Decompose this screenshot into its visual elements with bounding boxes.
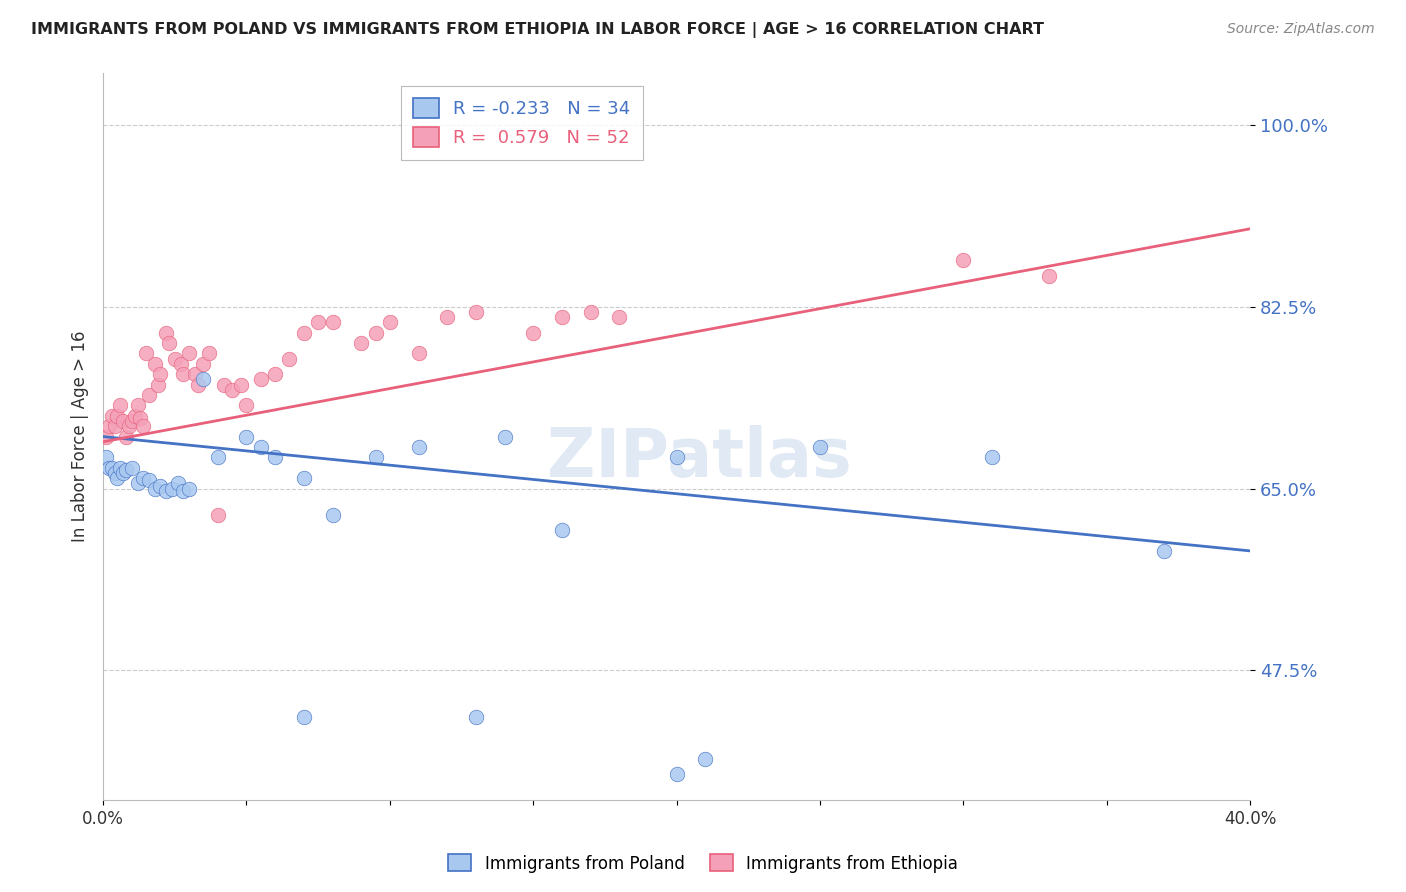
Point (207, 450, 229, 465)
Point (94, 429, 117, 443)
Point (235, 399, 257, 413)
Point (100, 460, 122, 475)
Point (110, 399, 132, 413)
Point (292, 471, 315, 485)
Point (408, 440, 430, 454)
Point (235, 429, 257, 443)
Point (172, 483, 194, 498)
Point (107, 409, 129, 423)
Point (464, 710, 486, 724)
Point (981, 450, 1004, 465)
Point (250, 440, 273, 454)
Point (155, 326, 177, 340)
Point (579, 305, 602, 319)
Point (695, 752, 717, 766)
Point (107, 471, 129, 485)
Point (166, 476, 188, 491)
Point (250, 372, 273, 386)
Point (292, 710, 315, 724)
Point (378, 315, 401, 329)
Point (551, 523, 574, 537)
Point (198, 346, 221, 360)
Point (522, 326, 544, 340)
Point (129, 410, 152, 425)
Legend: Immigrants from Poland, Immigrants from Ethiopia: Immigrants from Poland, Immigrants from … (441, 847, 965, 880)
Point (143, 482, 166, 496)
Point (1153, 544, 1175, 558)
Point (149, 479, 172, 493)
Point (952, 252, 974, 267)
Point (172, 368, 194, 382)
Point (132, 471, 155, 485)
Point (464, 305, 486, 319)
Point (163, 351, 186, 366)
Point (115, 463, 138, 477)
Legend: R = -0.233   N = 34, R =  0.579   N = 52: R = -0.233 N = 34, R = 0.579 N = 52 (401, 86, 643, 160)
Point (221, 383, 243, 397)
Point (264, 450, 287, 465)
Point (1038, 268, 1060, 283)
Point (364, 450, 387, 465)
Point (132, 419, 155, 434)
Point (321, 508, 343, 522)
Point (110, 460, 132, 475)
Point (307, 315, 329, 329)
Point (207, 508, 229, 522)
Point (104, 466, 127, 480)
Point (127, 476, 149, 491)
Point (436, 310, 458, 325)
Point (607, 310, 630, 325)
Point (135, 346, 157, 360)
Point (121, 460, 143, 475)
Point (94, 450, 117, 465)
Text: Source: ZipAtlas.com: Source: ZipAtlas.com (1227, 22, 1375, 37)
Point (97, 460, 120, 475)
Point (193, 372, 215, 386)
Point (665, 767, 688, 781)
Point (184, 368, 207, 382)
Point (551, 310, 574, 325)
Point (808, 440, 831, 454)
Point (146, 377, 169, 392)
Point (179, 346, 201, 360)
Point (155, 483, 177, 498)
Point (321, 315, 343, 329)
Point (229, 377, 252, 392)
Point (138, 473, 160, 487)
Point (494, 429, 516, 443)
Point (112, 414, 135, 428)
Point (665, 450, 688, 465)
Point (124, 409, 146, 423)
Point (143, 357, 166, 371)
Point (118, 419, 141, 434)
Y-axis label: In Labor Force | Age > 16: In Labor Force | Age > 16 (72, 331, 89, 542)
Point (364, 326, 387, 340)
Point (193, 357, 215, 371)
Point (104, 419, 127, 434)
Point (264, 368, 287, 382)
Point (350, 336, 373, 351)
Point (112, 466, 135, 480)
Point (100, 409, 122, 423)
Point (157, 336, 180, 351)
Point (408, 346, 430, 360)
Point (121, 414, 143, 428)
Point (292, 326, 315, 340)
Point (212, 377, 235, 392)
Point (115, 429, 138, 443)
Point (127, 399, 149, 413)
Point (278, 351, 301, 366)
Point (97, 419, 120, 434)
Text: IMMIGRANTS FROM POLAND VS IMMIGRANTS FROM ETHIOPIA IN LABOR FORCE | AGE > 16 COR: IMMIGRANTS FROM POLAND VS IMMIGRANTS FRO… (31, 22, 1043, 38)
Point (149, 368, 172, 382)
Text: ZIPatlas: ZIPatlas (547, 425, 852, 491)
Point (138, 388, 160, 402)
Point (179, 482, 201, 496)
Point (187, 377, 209, 392)
Point (169, 357, 191, 371)
Point (160, 482, 183, 496)
